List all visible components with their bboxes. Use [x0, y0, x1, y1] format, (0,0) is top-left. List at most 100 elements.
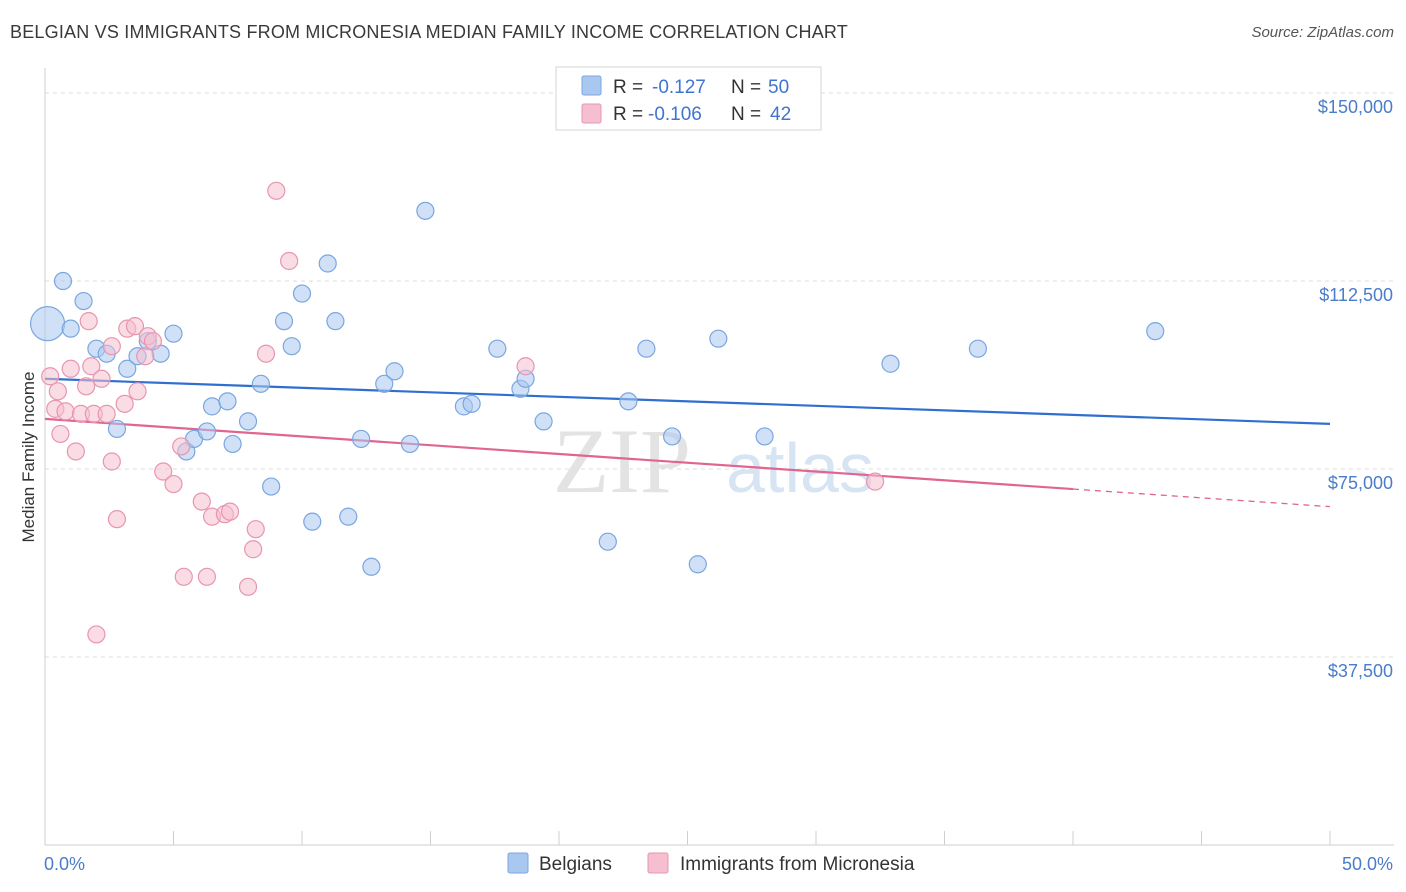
- data-point-blue: [688, 555, 707, 574]
- data-point-pink: [61, 359, 80, 378]
- data-point-blue: [262, 477, 281, 496]
- data-point-pink: [82, 357, 101, 376]
- data-point-blue: [352, 429, 371, 449]
- data-point-pink: [56, 402, 75, 421]
- data-point-blue: [375, 374, 394, 393]
- data-point-blue: [881, 354, 900, 373]
- data-point-pink: [136, 347, 155, 366]
- legend-r-label-2: R =: [613, 104, 643, 125]
- data-point-blue: [164, 324, 183, 343]
- data-point-blue: [326, 312, 345, 331]
- data-point-blue: [292, 284, 312, 303]
- data-point-blue: [107, 419, 127, 439]
- data-point-blue: [118, 359, 137, 378]
- data-points: [29, 181, 1165, 644]
- data-point-blue: [197, 422, 217, 441]
- series-legend-micronesia: Immigrants from Micronesia: [680, 854, 915, 875]
- data-point-blue: [202, 397, 222, 416]
- axes: [44, 68, 1394, 846]
- data-point-pink: [48, 382, 67, 401]
- trend-line-pink-extrapolated: [1072, 488, 1331, 508]
- series-legend-swatch-micronesia: [647, 852, 669, 874]
- data-point-pink: [92, 369, 111, 388]
- data-point-pink: [238, 577, 258, 596]
- data-point-blue: [218, 392, 237, 411]
- legend-r-label-1: R =: [613, 77, 643, 98]
- data-point-blue: [619, 392, 638, 411]
- data-point-blue: [251, 374, 270, 393]
- data-point-blue: [53, 271, 73, 291]
- data-point-pink: [51, 424, 70, 444]
- data-point-blue: [968, 339, 988, 358]
- data-point-pink: [246, 520, 265, 539]
- data-point-blue: [339, 507, 358, 526]
- y-axis-label: Median Family Income: [19, 371, 38, 542]
- data-point-blue: [274, 312, 294, 331]
- legend-r-value-2: -0.106: [648, 104, 702, 125]
- data-point-pink: [164, 474, 183, 494]
- y-tick-label: $112,500: [1319, 285, 1393, 305]
- data-point-blue: [318, 254, 337, 273]
- legend-n-value-1: 50: [768, 77, 789, 98]
- legend-n-label-2: N =: [731, 104, 761, 125]
- series-legend-belgians: Belgians: [539, 854, 612, 875]
- data-point-blue: [1146, 322, 1165, 341]
- data-point-blue: [637, 339, 656, 358]
- data-point-pink: [102, 337, 121, 356]
- data-point-pink: [280, 251, 299, 271]
- data-point-blue: [282, 337, 301, 356]
- data-point-blue: [362, 557, 381, 576]
- data-point-pink: [77, 377, 96, 396]
- data-point-pink: [516, 357, 535, 376]
- series-legend-swatch-belgians: [507, 852, 529, 874]
- data-point-blue: [534, 412, 553, 431]
- data-point-pink: [41, 367, 60, 386]
- data-point-pink: [244, 540, 263, 559]
- chart-title: BELGIAN VS IMMIGRANTS FROM MICRONESIA ME…: [10, 22, 848, 42]
- data-point-blue: [29, 306, 66, 342]
- y-tick-labels: $37,500 $75,000 $112,500 $150,000: [1318, 97, 1393, 681]
- x-tick-label-max: 50.0%: [1342, 854, 1393, 874]
- data-point-pink: [174, 567, 193, 586]
- data-point-pink: [192, 492, 211, 511]
- watermark: ZIP atlas: [553, 410, 874, 512]
- y-tick-label: $37,500: [1328, 661, 1393, 681]
- data-point-blue: [61, 319, 80, 338]
- data-point-blue: [238, 412, 258, 431]
- data-point-pink: [267, 181, 286, 200]
- data-point-pink: [87, 625, 106, 644]
- source-label: Source: ZipAtlas.com: [1251, 24, 1394, 41]
- data-point-pink: [79, 312, 98, 331]
- data-point-blue: [74, 291, 93, 311]
- data-point-pink: [154, 462, 173, 481]
- data-point-pink: [115, 394, 134, 413]
- data-point-blue: [223, 434, 242, 454]
- data-point-blue: [303, 512, 322, 531]
- data-point-blue: [662, 427, 682, 446]
- legend-swatch-pink: [581, 103, 602, 124]
- y-tick-label: $75,000: [1328, 473, 1393, 493]
- series-legend: Belgians Immigrants from Micronesia: [507, 852, 915, 875]
- data-point-blue: [385, 362, 404, 381]
- legend-swatch-blue: [581, 75, 602, 96]
- data-point-pink: [143, 332, 163, 351]
- data-point-blue: [462, 394, 481, 413]
- legend-n-label-1: N =: [731, 77, 761, 98]
- data-point-pink: [220, 502, 240, 521]
- data-point-pink: [128, 382, 147, 401]
- trend-line-pink: [44, 417, 1074, 491]
- data-point-pink: [197, 567, 217, 586]
- data-point-blue: [709, 329, 728, 348]
- legend-n-value-2: 42: [770, 104, 791, 125]
- data-point-blue: [416, 201, 435, 220]
- y-tick-label: $150,000: [1318, 97, 1393, 117]
- data-point-pink: [256, 344, 276, 363]
- data-point-pink: [102, 452, 121, 471]
- legend-r-value-1: -0.127: [652, 77, 706, 98]
- data-point-pink: [97, 404, 116, 423]
- stats-legend: R = -0.127 N = 50 R = -0.106 N = 42: [555, 66, 822, 131]
- data-point-blue: [400, 434, 420, 454]
- data-point-pink: [172, 437, 191, 456]
- data-point-blue: [488, 339, 507, 358]
